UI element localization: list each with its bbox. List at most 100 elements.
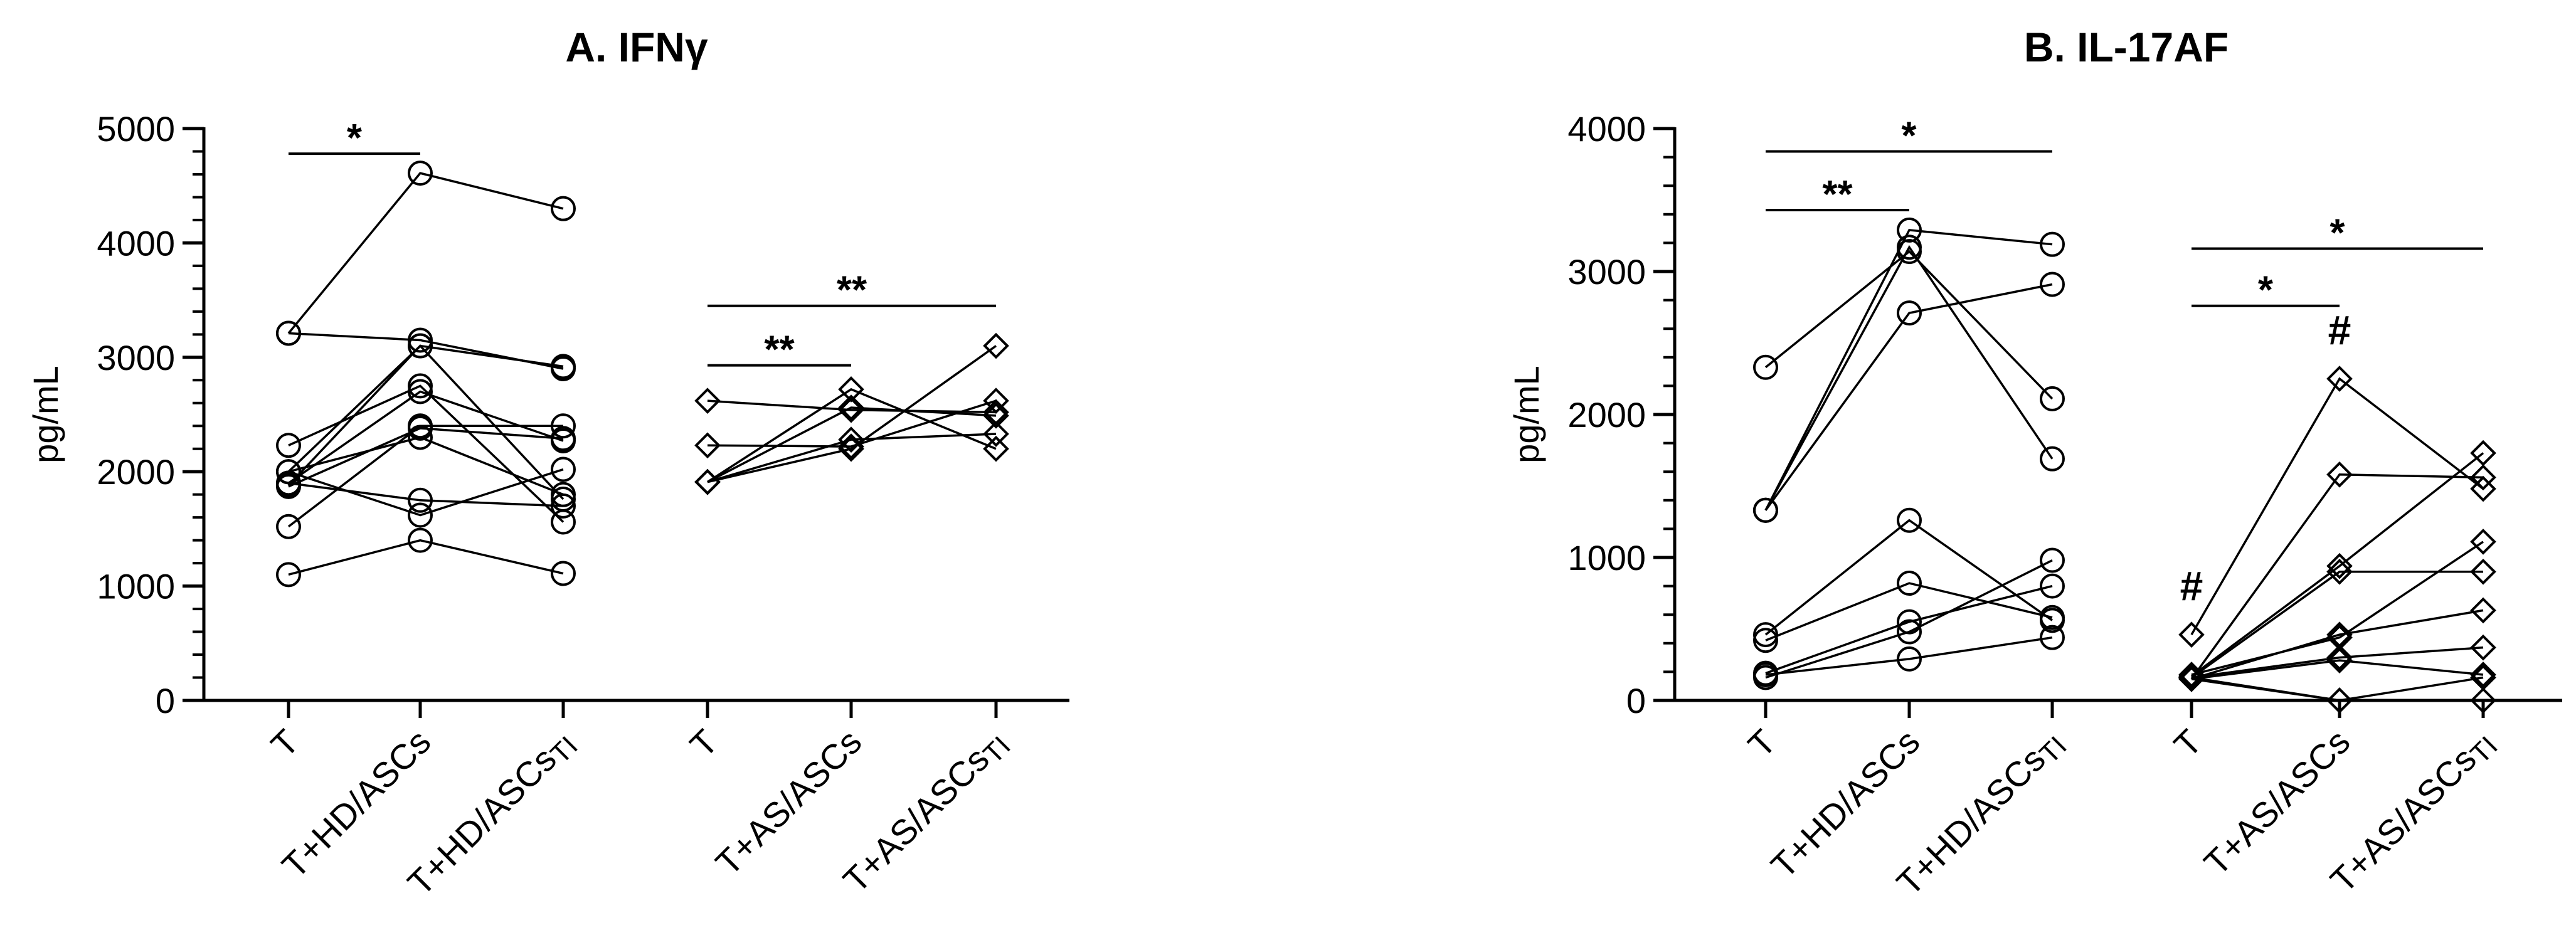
- panel-a-y-tick-label: 5000: [97, 109, 175, 149]
- panel-b: B. IL-17AFpg/mL01000200030004000TT+HD/AS…: [1507, 24, 2562, 903]
- panel-a-data-point-circle: [551, 482, 576, 507]
- panel-a-y-tick-label: 2000: [97, 452, 175, 492]
- panel-b-hd-subject-line: [1765, 559, 2053, 679]
- panel-b-data-point-circle: [1753, 662, 1778, 687]
- panel-b-data-point-diamond: [2470, 687, 2496, 714]
- panel-a-data-point-circle: [276, 459, 301, 485]
- panel-a-x-tick-label: T: [263, 722, 307, 765]
- panel-a-data-point-diamond: [983, 388, 1009, 414]
- panel-a-data-point-diamond: [838, 376, 864, 403]
- panel-b-y-axis-label: pg/mL: [1507, 366, 1546, 463]
- panel-a-hd-subject-line: [288, 482, 564, 507]
- panel-b-data-point-circle: [1897, 300, 1922, 326]
- panel-b-data-point-diamond: [2470, 464, 2496, 491]
- panel-b-y-tick-label: 4000: [1567, 109, 1646, 149]
- panel-b-title: B. IL-17AF: [2024, 24, 2229, 70]
- panel-b-data-point-circle: [1753, 354, 1778, 380]
- panel-b-data-point-circle: [2040, 386, 2065, 411]
- panel-a: A. IFNγpg/mL010002000300040005000TT+HD/A…: [26, 24, 1069, 903]
- panel-b-as-subject-line: [2191, 676, 2484, 702]
- panel-a-data-point-diamond: [983, 435, 1009, 462]
- panel-a-data-point-diamond: [838, 426, 864, 453]
- panel-b-hd-subject-line: [1765, 582, 2053, 641]
- panel-b-data-point-circle: [1753, 497, 1778, 523]
- panel-b-data-point-diamond: [2178, 662, 2205, 688]
- panel-b-x-tick-label: T+AS/ASCs: [2197, 722, 2358, 883]
- panel-a-data-point-circle: [408, 487, 433, 513]
- panel-b-significance-label: *: [2258, 269, 2274, 312]
- panel-b-as-subject-line: [2190, 473, 2484, 680]
- panel-b-hd-subject-line: [1765, 636, 2053, 676]
- panel-b-as-subject-line: [2190, 377, 2484, 635]
- panel-a-as-subject-line: [707, 399, 997, 448]
- panel-b-data-point-diamond: [2470, 529, 2496, 555]
- panel-b-as-subject-line: [2191, 541, 2484, 676]
- panel-a-data-point-circle: [551, 426, 576, 451]
- panel-b-data-point-diamond: [2470, 634, 2496, 661]
- panel-a-y-axis-label: pg/mL: [26, 366, 65, 463]
- panel-b-data-point-circle: [2040, 231, 2065, 257]
- panel-a-data-point-diamond: [983, 421, 1009, 447]
- panel-a-hd-subject-line: [288, 427, 564, 488]
- panel-b-as-subject-line: [2191, 646, 2484, 679]
- panel-b-data-point-diamond: [2178, 621, 2205, 648]
- panel-b-data-point-circle: [2040, 625, 2065, 650]
- panel-a-hd-subject-line: [288, 390, 564, 484]
- panel-a-data-point-diamond: [838, 396, 864, 423]
- panel-b-data-point-diamond: [2178, 665, 2205, 692]
- panel-a-data-point-circle: [551, 196, 576, 221]
- panel-b-hd-subject-line: [1764, 245, 2054, 511]
- panel-a-data-point-circle: [551, 413, 576, 439]
- panel-b-data-point-diamond: [2326, 461, 2353, 488]
- panel-b-hd-subject-line: [1764, 519, 2054, 636]
- panel-a-data-point-diamond: [983, 332, 1009, 359]
- panel-b-data-point-diamond: [2470, 475, 2496, 502]
- panel-b-as-subject-line: [2191, 609, 2484, 680]
- panel-a-data-point-circle: [408, 502, 433, 528]
- panel-a-title: A. IFNγ: [565, 24, 708, 70]
- panel-a-significance-label: **: [764, 329, 795, 372]
- panel-b-data-point-circle: [2040, 272, 2065, 297]
- panel-b-y-tick-label: 2000: [1567, 395, 1646, 435]
- panel-b-data-point-circle: [1897, 609, 1922, 635]
- panel-b-y-tick-label: 3000: [1567, 252, 1646, 292]
- panel-a-data-point-circle: [551, 354, 576, 379]
- panel-a-data-point-circle: [276, 470, 301, 496]
- panel-b-data-point-circle: [2040, 604, 2065, 630]
- panel-b-as-subject-line: [2190, 571, 2483, 678]
- panel-a-significance-label: **: [837, 269, 867, 312]
- panel-a-y-tick-label: 1000: [97, 567, 175, 606]
- panel-b-y-tick-label: 1000: [1567, 538, 1646, 578]
- panel-a-data-point-circle: [551, 561, 576, 586]
- panel-b-data-point-diamond: [2326, 552, 2353, 579]
- panel-b-data-point-circle: [1897, 507, 1922, 533]
- panel-a-hd-subject-line: [288, 468, 564, 517]
- panel-a-significance-label: *: [347, 117, 363, 160]
- panel-b-hd-subject-line: [1765, 584, 2053, 675]
- panel-a-data-point-diamond: [838, 394, 864, 421]
- panel-b-data-point-diamond: [2470, 558, 2496, 585]
- panel-b-as-subject-line: [2191, 659, 2484, 680]
- panel-b-hash-annotation: #: [2328, 307, 2351, 353]
- panel-b-data-point-circle: [2040, 547, 2065, 573]
- panel-a-data-point-circle: [551, 509, 576, 535]
- panel-b-as-subject-line: [2191, 678, 2483, 702]
- panel-b-hd-subject-line: [1764, 250, 2054, 400]
- panel-b-data-point-diamond: [2326, 687, 2353, 714]
- panel-a-data-point-circle: [276, 514, 301, 539]
- panel-b-significance-label: *: [1901, 114, 1917, 157]
- panel-a-y-tick-label: 0: [156, 681, 175, 720]
- panel-a-data-point-circle: [408, 527, 433, 553]
- panel-b-data-point-diamond: [2470, 662, 2496, 688]
- panel-a-y-tick-label: 4000: [97, 223, 175, 263]
- panel-a-data-point-diamond: [694, 432, 721, 459]
- panel-a-data-point-circle: [408, 425, 433, 450]
- panel-b-hash-annotation: #: [2180, 562, 2203, 609]
- panel-a-hd-subject-line: [288, 539, 564, 576]
- panel-b-data-point-circle: [1897, 235, 1922, 260]
- panel-b-significance-label: *: [2330, 212, 2345, 255]
- panel-b-data-point-circle: [2040, 446, 2065, 472]
- panel-a-y-tick-label: 3000: [97, 338, 175, 377]
- panel-a-data-point-circle: [408, 415, 433, 441]
